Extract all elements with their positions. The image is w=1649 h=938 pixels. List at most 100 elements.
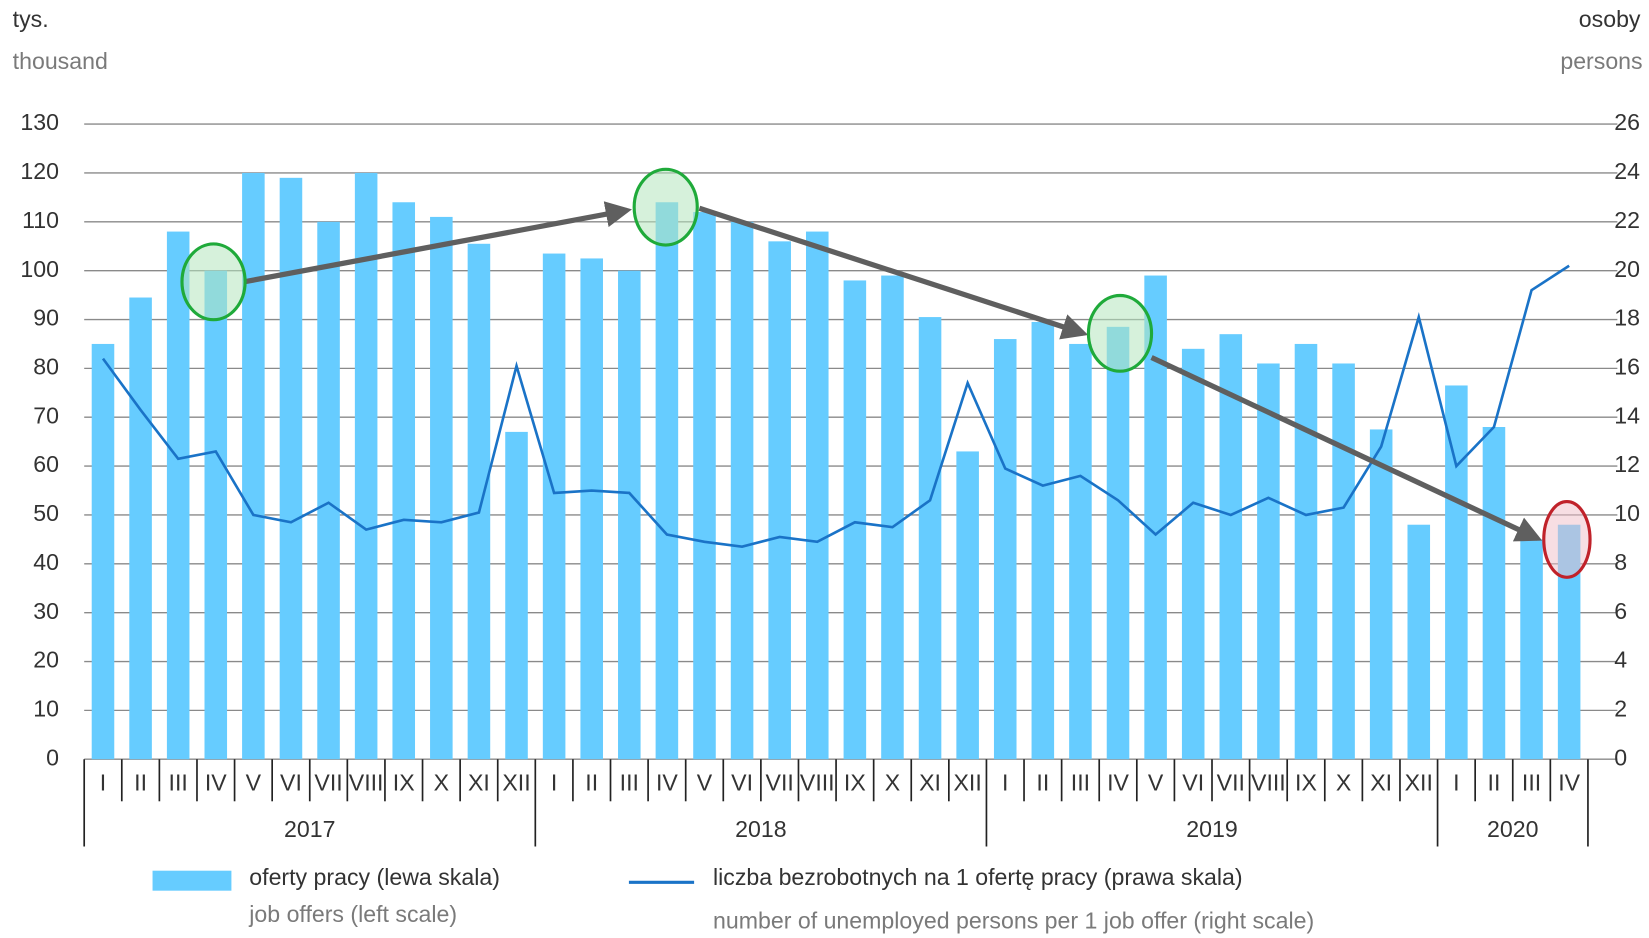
y-tick-label: 80 — [33, 353, 59, 379]
highlight-circle — [1086, 293, 1154, 373]
bar — [993, 339, 1017, 760]
y-tick-label: 130 — [20, 109, 59, 135]
x-tick-label: XII — [954, 770, 982, 796]
x-tick-label: VI — [1182, 770, 1204, 796]
x-tick-label: VII — [314, 770, 342, 796]
y2-tick-label: 14 — [1614, 402, 1640, 428]
bar — [918, 317, 942, 760]
y-tick-label: 10 — [33, 695, 59, 721]
bar — [693, 212, 716, 760]
line — [101, 264, 1570, 549]
highlight-circle — [1542, 500, 1592, 579]
legend-label: liczba bezrobotnych na 1 ofertę pracy (p… — [713, 864, 1243, 890]
bar — [392, 202, 416, 760]
bar — [166, 231, 190, 760]
bar — [542, 253, 566, 760]
x-tick-label: VIII — [349, 770, 384, 796]
y-tick-label: 30 — [33, 598, 59, 624]
x-tick-label: X — [434, 770, 449, 796]
bar — [768, 241, 791, 760]
bar — [129, 297, 152, 760]
y-tick-label: 70 — [33, 402, 59, 428]
bar — [1520, 539, 1543, 760]
y2-tick-label: 22 — [1614, 207, 1640, 233]
bar — [881, 275, 904, 760]
bar — [956, 451, 979, 760]
bar — [204, 270, 228, 760]
y2-unit-en: persons — [1560, 48, 1642, 74]
x-tick-label: I — [1453, 770, 1459, 796]
bar — [1031, 321, 1055, 760]
x-tick-label: VII — [1217, 770, 1245, 796]
bar — [1181, 348, 1205, 760]
x-tick-label: V — [246, 770, 262, 796]
x-tick-label: X — [885, 770, 900, 796]
bar — [1219, 334, 1243, 760]
y2-tick-label: 20 — [1614, 256, 1640, 282]
x-tick-label: XI — [468, 770, 490, 796]
bar — [730, 221, 754, 760]
y-tick-label: 40 — [33, 549, 59, 575]
y2-tick-label: 24 — [1614, 158, 1640, 184]
y2-tick-label: 10 — [1614, 500, 1640, 526]
y-tick-label: 90 — [33, 305, 59, 331]
x-tick-label: X — [1336, 770, 1351, 796]
x-tick-label: II — [1488, 770, 1501, 796]
x-tick-label: IV — [656, 770, 678, 796]
bar — [1294, 343, 1318, 760]
bar — [1106, 326, 1130, 760]
bar — [580, 258, 603, 760]
x-tick-label: VI — [731, 770, 753, 796]
legend: oferty pracy (lewa skala) job offers (le… — [152, 864, 1314, 933]
y-tick-label: 0 — [46, 744, 59, 770]
x-tick-label: XI — [919, 770, 941, 796]
legend-swatch-bar — [152, 870, 232, 891]
bar — [1144, 275, 1167, 760]
x-tick-label: V — [697, 770, 713, 796]
arrow — [243, 201, 632, 285]
bar — [430, 216, 453, 760]
x-tick-label: XII — [502, 770, 530, 796]
x-tick-label: IX — [393, 770, 415, 796]
y-tick-label: 20 — [33, 647, 59, 673]
x-tick-label: VI — [280, 770, 302, 796]
x-tick-label: I — [551, 770, 557, 796]
bar — [467, 243, 491, 760]
bar — [317, 221, 340, 760]
y2-tick-label: 4 — [1614, 647, 1627, 673]
y-tick-label: 110 — [22, 207, 59, 233]
bar — [1257, 363, 1280, 760]
y2-tick-label: 26 — [1614, 109, 1640, 135]
x-tick-label: XI — [1370, 770, 1392, 796]
x-tick-label: III — [1522, 770, 1541, 796]
y2-unit: osoby — [1579, 6, 1641, 32]
highlight-circle — [632, 167, 699, 247]
y-tick-label: 100 — [20, 256, 59, 282]
bar — [843, 280, 867, 760]
bar — [354, 172, 378, 760]
bar — [618, 270, 641, 760]
bar — [1332, 363, 1355, 760]
highlight-circle — [180, 242, 247, 322]
plot: 0102030405060708090100110120130024681012… — [20, 109, 1640, 847]
arrow — [1150, 355, 1543, 542]
y-tick-label: 60 — [33, 451, 59, 477]
y-tick-label: 120 — [20, 158, 59, 184]
year-label: 2019 — [1186, 816, 1237, 842]
x-tick-label: IX — [1295, 770, 1317, 796]
x-tick-label: IV — [205, 770, 227, 796]
bar — [279, 177, 303, 760]
y2-tick-label: 2 — [1614, 695, 1627, 721]
arrow — [698, 205, 1089, 340]
bar — [1482, 427, 1506, 760]
bar — [505, 431, 528, 760]
x-tick-label: V — [1148, 770, 1164, 796]
x-tick-label: VIII — [1251, 770, 1286, 796]
y2-tick-label: 0 — [1614, 744, 1627, 770]
year-label: 2020 — [1487, 816, 1538, 842]
y2-tick-label: 18 — [1614, 305, 1640, 331]
x-tick-label: III — [169, 770, 188, 796]
bar — [242, 172, 265, 760]
x-tick-label: II — [585, 770, 598, 796]
